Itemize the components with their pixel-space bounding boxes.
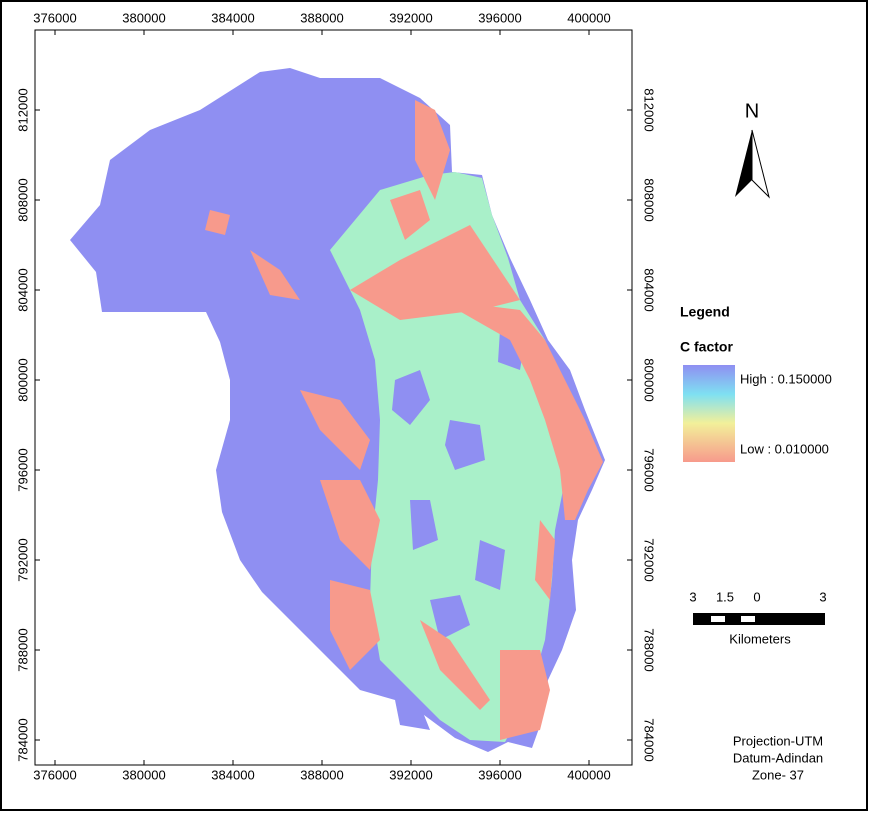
note: Projection-UTM [733,733,823,748]
scale-bar-segment [711,616,725,622]
x-tick-label: 384000 [211,10,254,25]
x-tick-label: 392000 [389,767,432,782]
x-tick-label: 380000 [122,10,165,25]
x-tick-label: 376000 [33,767,76,782]
y-tick-label: 812000 [15,88,30,131]
x-tick-label: 400000 [567,767,610,782]
legend-ramp [683,365,735,462]
medium-patches [392,330,525,730]
y-tick-label: 808000 [15,178,30,221]
low-patches [205,100,603,740]
x-tick-label: 400000 [567,10,610,25]
y-tick-label: 808000 [642,178,657,221]
y-tick-label: 792000 [15,538,30,581]
y-tick-label: 804000 [15,268,30,311]
scale-unit: Kilometers [729,631,791,646]
y-tick-label: 784000 [15,718,30,761]
north-arrow-right [751,129,770,199]
x-tick-label: 388000 [300,767,343,782]
scale-label: 3 [689,589,696,604]
y-tick-label: 804000 [642,268,657,311]
scale-label: 1.5 [716,589,734,604]
y-tick-label: 788000 [642,628,657,671]
x-tick-label: 396000 [478,767,521,782]
scale-label: 3 [819,589,826,604]
y-tick-label: 792000 [642,538,657,581]
y-tick-label: 800000 [642,358,657,401]
y-tick-label: 812000 [642,88,657,131]
legend-low: Low : 0.010000 [740,441,829,456]
x-tick-label: 380000 [122,767,165,782]
x-tick-label: 396000 [478,10,521,25]
legend-title: Legend [680,304,730,320]
scale-label: 0 [753,589,760,604]
x-tick-label: 392000 [389,10,432,25]
y-tick-label: 796000 [15,448,30,491]
x-tick-label: 388000 [300,10,343,25]
legend-field: C factor [680,339,733,355]
north-arrow-left [735,130,752,197]
y-tick-label: 788000 [15,628,30,671]
y-tick-label: 800000 [15,358,30,401]
x-tick-label: 376000 [33,10,76,25]
y-tick-label: 784000 [642,718,657,761]
legend-high: High : 0.150000 [740,371,832,386]
note: Zone- 37 [752,767,804,782]
north-label: N [745,100,759,122]
x-tick-label: 384000 [211,767,254,782]
y-tick-label: 796000 [642,448,657,491]
scale-bar-segment [741,616,755,622]
scale-bar [693,613,825,625]
note: Datum-Adindan [733,750,823,765]
